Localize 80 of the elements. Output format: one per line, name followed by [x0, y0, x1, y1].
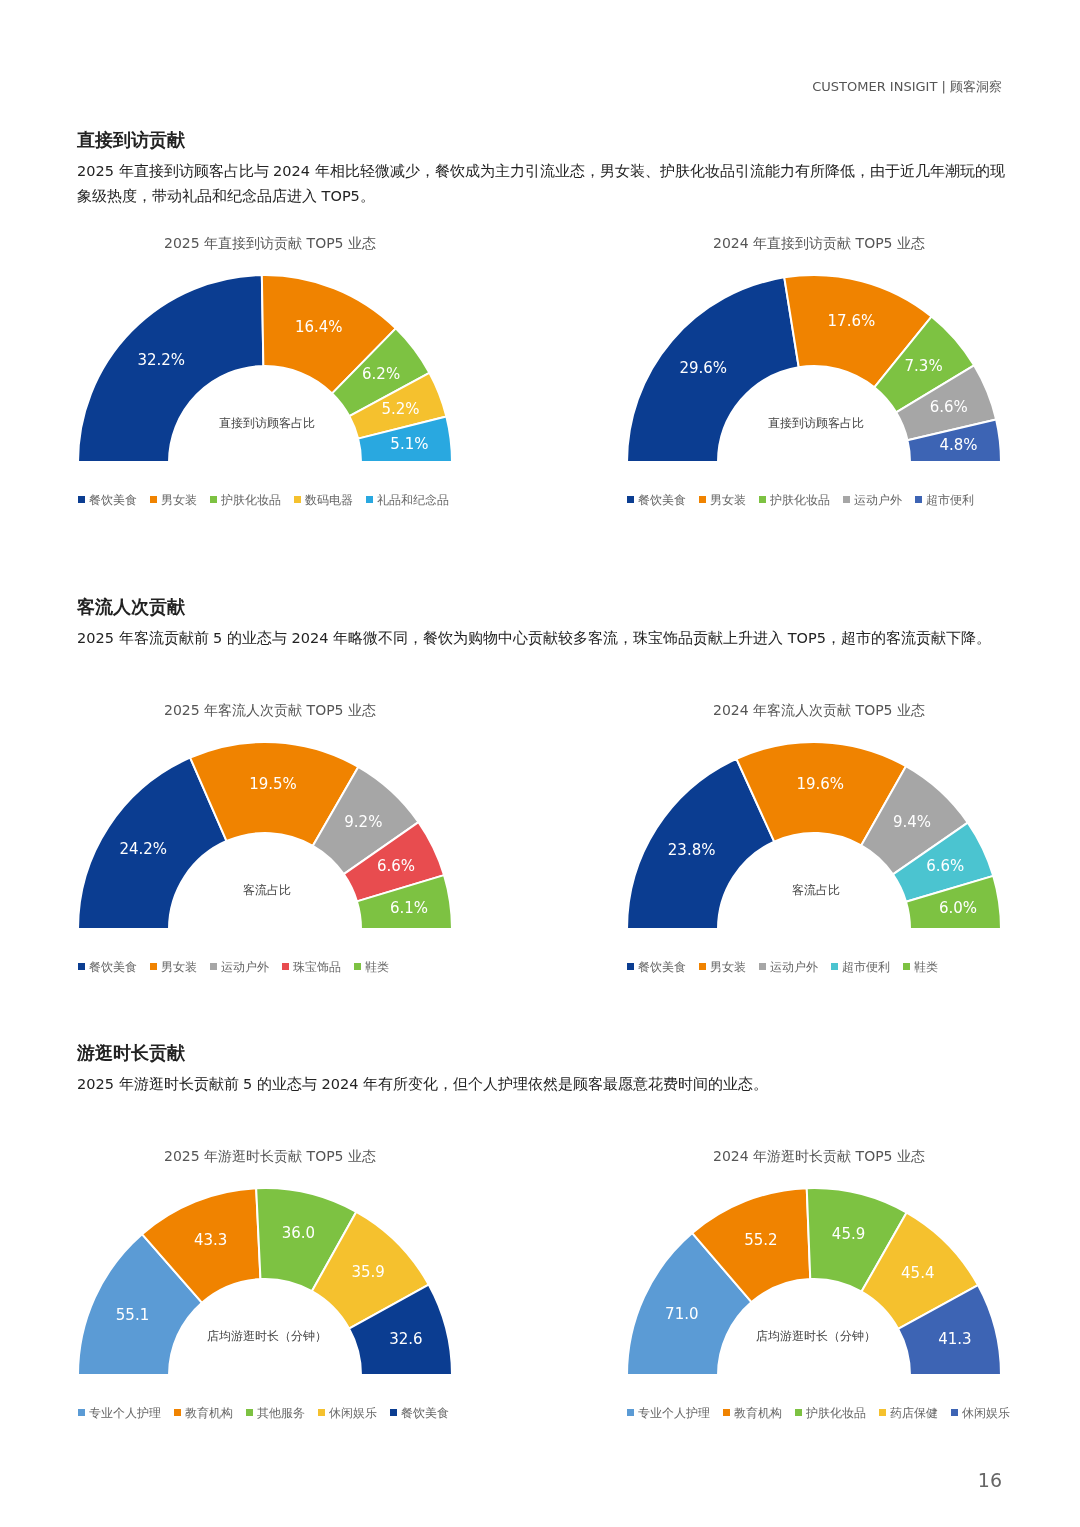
legend-label: 其他服务: [257, 1406, 305, 1420]
chart-title: 2024 年客流人次贡献 TOP5 业态: [713, 702, 925, 718]
data-label: 19.5%: [249, 774, 297, 793]
data-label: 36.0: [281, 1224, 316, 1243]
data-label: 4.8%: [939, 436, 978, 455]
legend-label: 珠宝饰品: [293, 960, 341, 974]
legend-label: 护肤化妆品: [805, 1406, 866, 1420]
legend-label: 餐饮美食: [89, 493, 137, 507]
data-label: 6.2%: [362, 365, 401, 384]
legend-label: 餐饮美食: [89, 960, 137, 974]
legend-label: 教育机构: [185, 1406, 233, 1420]
legend-label: 运动户外: [770, 960, 818, 974]
data-label: 6.0%: [938, 899, 978, 918]
data-label: 6.6%: [929, 398, 968, 417]
data-label: 71.0: [665, 1305, 699, 1324]
data-label: 45.9: [831, 1224, 866, 1243]
text: 客流占比: [792, 883, 840, 897]
text: 2025 年客流贡献前 5 的业态与 2024 年略微不同，餐饮为购物中心贡献较多客流，珠宝饰品贡献上升进入 TOP5，超市的客流贡献下降。: [77, 630, 991, 646]
data-label: 7.3%: [904, 357, 943, 376]
data-label: 32.6: [389, 1329, 423, 1348]
data-label: 41.3: [938, 1329, 972, 1348]
data-label: 29.6%: [679, 358, 728, 377]
text: 直接到访顾客占比: [768, 416, 864, 430]
legend-label: 男女装: [161, 960, 197, 974]
data-label: 55.1: [115, 1305, 150, 1324]
chart-title: 2024 年直接到访贡献 TOP5 业态: [713, 235, 925, 251]
data-label: 32.2%: [137, 350, 186, 369]
data-label: 6.6%: [376, 856, 416, 875]
data-label: 6.1%: [389, 898, 429, 917]
legend-label: 鞋类: [914, 960, 938, 974]
data-label: 5.2%: [381, 400, 420, 419]
legend-label: 餐饮美食: [638, 960, 686, 974]
legend-label: 男女装: [161, 493, 197, 507]
legend-label: 餐饮美食: [638, 493, 686, 507]
chart-title: 2024 年游逛时长贡献 TOP5 业态: [713, 1148, 925, 1164]
data-label: 9.2%: [344, 812, 383, 831]
legend-label: 男女装: [710, 960, 746, 974]
data-label: 17.6%: [827, 312, 876, 331]
legend-label: 餐饮美食: [401, 1406, 449, 1420]
text: 游逛时长贡献: [76, 1042, 186, 1063]
data-label: 55.2: [744, 1230, 778, 1249]
text: 直接到访贡献: [76, 129, 186, 150]
data-label: 43.3: [194, 1231, 228, 1250]
legend-label: 鞋类: [365, 960, 389, 974]
data-label: 35.9: [351, 1263, 385, 1282]
text: 2025 年游逛时长贡献前 5 的业态与 2024 年有所变化，但个人护理依然是顾客最愿意花费时间的业态。: [77, 1076, 769, 1092]
data-label: 19.6%: [796, 774, 845, 793]
legend-label: 男女装: [710, 493, 746, 507]
data-label: 45.4: [901, 1263, 935, 1282]
data-label: 23.8%: [667, 841, 716, 860]
text: 客流占比: [243, 883, 291, 897]
text: 16: [977, 1469, 1002, 1491]
text: 店均游逛时长（分钟）: [756, 1329, 876, 1343]
data-label: 6.6%: [926, 857, 965, 876]
legend-label: 礼品和纪念品: [377, 493, 449, 507]
legend-label: 护肤化妆品: [769, 493, 830, 507]
text: 直接到访顾客占比: [219, 416, 315, 430]
chart-title: 2025 年直接到访贡献 TOP5 业态: [164, 235, 376, 251]
legend-label: 数码电器: [305, 493, 353, 507]
text: 2025 年直接到访顾客占比与 2024 年相比轻微减少，餐饮成为主力引流业态，男女装、护肤化妆品引流能力有所降低，由于近几年潮玩的现象级热度，带动礼品和纪念品店进入 TOP5。: [77, 163, 1005, 204]
legend-label: 休闲娱乐: [329, 1406, 377, 1420]
text: CUSTOMER INSIGIT | 顾客洞察: [812, 79, 1002, 94]
text: 店均游逛时长（分钟）: [207, 1329, 327, 1343]
legend-label: 教育机构: [734, 1406, 782, 1420]
data-label: 5.1%: [390, 435, 429, 454]
legend-label: 专业个人护理: [89, 1406, 161, 1420]
legend-label: 超市便利: [842, 960, 890, 974]
chart-title: 2025 年游逛时长贡献 TOP5 业态: [164, 1148, 376, 1164]
legend-label: 休闲娱乐: [962, 1406, 1010, 1420]
data-label: 16.4%: [294, 317, 343, 336]
legend-label: 超市便利: [926, 493, 974, 507]
legend-label: 运动户外: [221, 960, 269, 974]
data-label: 24.2%: [119, 840, 168, 859]
chart-title: 2025 年客流人次贡献 TOP5 业态: [164, 702, 376, 718]
legend-label: 药店保健: [890, 1406, 938, 1420]
legend-label: 运动户外: [854, 493, 902, 507]
text: 客流人次贡献: [76, 596, 186, 617]
data-label: 9.4%: [893, 812, 932, 831]
legend-label: 护肤化妆品: [220, 493, 281, 507]
legend-label: 专业个人护理: [638, 1406, 710, 1420]
